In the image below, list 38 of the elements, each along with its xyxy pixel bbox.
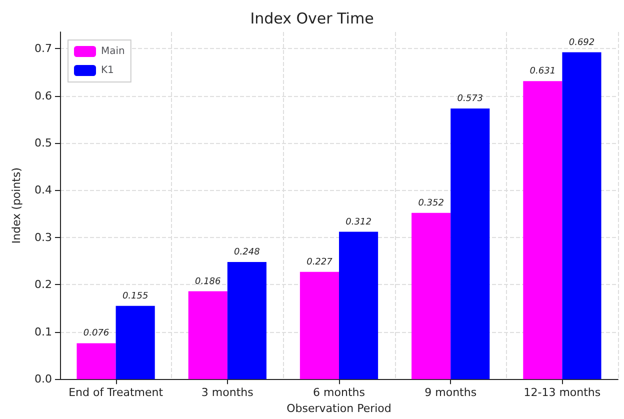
legend-label: K1 xyxy=(101,65,114,76)
x-tick-label: End of Treatment xyxy=(68,386,164,400)
y-tick-label: 0.5 xyxy=(34,136,52,150)
legend-label: Main xyxy=(101,46,125,57)
data-label: 0.227 xyxy=(306,257,333,268)
x-tick-label: 3 months xyxy=(201,386,254,400)
y-tick-label: 0.2 xyxy=(34,278,52,292)
data-label: 0.631 xyxy=(530,66,556,77)
x-axis-title: Observation Period xyxy=(286,402,392,415)
data-label: 0.573 xyxy=(457,94,484,104)
bar xyxy=(339,232,378,380)
y-tick-label: 0.4 xyxy=(34,184,52,197)
bar xyxy=(116,306,155,380)
bar xyxy=(523,81,562,380)
data-label: 0.248 xyxy=(234,247,260,258)
bar xyxy=(412,212,451,380)
y-tick-label: 0.1 xyxy=(34,325,52,338)
data-label: 0.692 xyxy=(568,38,595,48)
bar xyxy=(76,343,116,380)
x-tick-label: 12-13 months xyxy=(524,386,601,400)
bar xyxy=(300,272,339,380)
x-tick-label: 9 months xyxy=(424,386,477,400)
bar xyxy=(450,108,490,380)
bar xyxy=(227,262,266,380)
y-tick-label: 0.3 xyxy=(34,230,52,244)
data-label: 0.352 xyxy=(418,198,444,208)
data-label: 0.312 xyxy=(346,217,372,228)
bar xyxy=(562,52,602,380)
y-tick-label: 0.6 xyxy=(34,89,52,102)
x-tick-label: 6 months xyxy=(313,386,366,400)
chart-title: Index Over Time xyxy=(250,10,374,28)
data-label: 0.076 xyxy=(83,328,110,339)
y-tick-label: 0.0 xyxy=(34,372,52,386)
bar xyxy=(188,291,228,380)
data-label: 0.186 xyxy=(194,276,222,287)
y-axis-title: Index (points) xyxy=(10,167,23,244)
data-label: 0.155 xyxy=(122,291,148,302)
y-tick-label: 0.7 xyxy=(34,42,52,56)
